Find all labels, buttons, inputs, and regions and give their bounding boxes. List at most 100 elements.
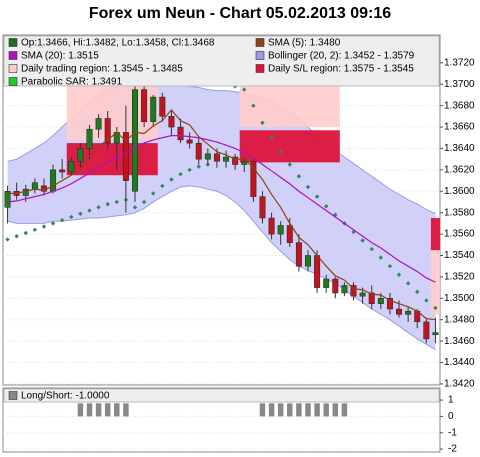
sar-dot (32, 227, 38, 233)
candle-body (377, 298, 384, 304)
candle-body (132, 89, 138, 192)
candle-body (232, 156, 239, 165)
y-tick-label: 1.3460 (444, 336, 475, 347)
y-tick-label: -1 (448, 427, 457, 438)
bar (104, 403, 111, 417)
legend-swatch (8, 64, 18, 73)
candle-body (213, 153, 220, 162)
candle-body (59, 169, 66, 173)
y-tick-label: 1.3600 (444, 186, 475, 197)
bar (114, 403, 120, 417)
sar-dot (396, 272, 402, 277)
candle-body (77, 148, 84, 162)
candle-body (359, 292, 366, 297)
y-tick-label: 1.3700 (444, 79, 475, 90)
candle-body (159, 96, 166, 117)
sar-dot (369, 246, 374, 252)
sar-dot (114, 199, 120, 205)
candle-body (250, 161, 257, 197)
candle-body (95, 118, 102, 130)
sar-dot (323, 204, 329, 209)
candle-body (4, 191, 11, 208)
indicator-line (7, 135, 436, 283)
legend-label: Parabolic SAR: 1.3491 (21, 77, 123, 88)
sar-dot (132, 205, 138, 210)
sar-dot (23, 230, 28, 236)
sar-dot (187, 167, 192, 173)
candle-body (68, 161, 75, 173)
candle-body (295, 242, 302, 267)
sar-dot (405, 281, 411, 286)
y-tick-label: 1.3640 (444, 143, 475, 154)
candle-body (305, 255, 311, 267)
sar-dot (178, 171, 183, 177)
y-tick-label: -2 (448, 444, 457, 455)
candle-body (150, 96, 157, 122)
sar-dot (269, 135, 274, 140)
bar (287, 403, 293, 417)
y-tick-label: 1.3680 (444, 100, 475, 111)
candle-body (432, 332, 439, 335)
y-tick-label: 1.3540 (444, 250, 475, 261)
sar-dot (415, 289, 420, 295)
candle-body (141, 89, 148, 122)
sl-region (430, 218, 440, 251)
legend-label: Daily trading region: 1.3545 - 1.3485 (21, 64, 183, 75)
sar-dot (242, 87, 247, 92)
y-tick-label: 1.3440 (444, 357, 475, 368)
overlay: 1.3420 1.3440 1.3460 1.3480 1.3500 1.3520 1.35… (3, 35, 475, 455)
sar-dot (196, 164, 201, 169)
sar-dot (96, 205, 101, 210)
candle-body (104, 118, 111, 144)
sar-dot (260, 120, 265, 125)
candle-body (405, 310, 412, 315)
bar (86, 403, 93, 417)
legend-box (3, 35, 440, 87)
y-tick-label: 1.3420 (444, 379, 475, 390)
candle-body (341, 285, 348, 294)
legend-swatch (8, 77, 18, 86)
candle-body (195, 142, 202, 160)
legend-swatch (8, 51, 18, 60)
candle-body (350, 285, 357, 297)
y-tick-label: 1.3500 (444, 293, 475, 304)
y-tick-label: 1.3660 (444, 122, 475, 133)
candle-body (268, 217, 275, 235)
candle-body (277, 225, 284, 235)
bar (268, 403, 275, 417)
sar-dot (424, 298, 429, 303)
y-tick-label: 0 (448, 411, 454, 422)
bar (305, 403, 311, 417)
sar-dot (105, 201, 110, 207)
candle-body (186, 139, 193, 144)
bar (259, 403, 266, 417)
candle-body (241, 161, 248, 165)
sar-dot (151, 191, 156, 196)
sar-dot (296, 174, 302, 179)
indicator-line (7, 108, 436, 321)
sar-dot (433, 305, 438, 311)
bar (323, 403, 329, 417)
sar-dot (14, 234, 19, 239)
legend-label: SMA (20): 1.3515 (21, 51, 99, 62)
legend-swatch (8, 38, 18, 47)
legend-swatch (255, 64, 265, 73)
sar-dot (360, 238, 365, 243)
bar (123, 403, 129, 417)
sar-dot (141, 199, 147, 205)
candle-body (122, 132, 129, 181)
sar-dot (59, 217, 65, 223)
y-tick-label: 1.3480 (444, 314, 475, 325)
sar-dot (41, 224, 47, 229)
sar-dot (69, 214, 74, 220)
candle-body (259, 196, 266, 219)
candle-body (22, 188, 29, 196)
legend-swatch (255, 51, 265, 60)
candle-body (323, 278, 330, 288)
y-tick-label: 1.3520 (444, 272, 475, 283)
candle-body (168, 116, 175, 128)
sar-dot (314, 194, 320, 199)
sar-dot (251, 103, 256, 108)
bar (332, 403, 339, 417)
